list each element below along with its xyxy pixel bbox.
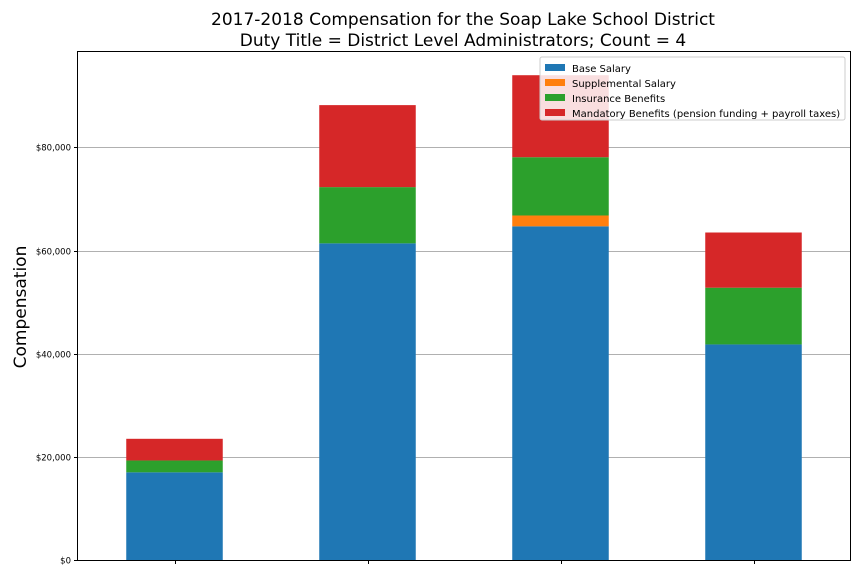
y-tick-label: $60,000 [36,248,71,258]
plot-frame [77,51,851,561]
y-tick-label: $40,000 [36,351,71,361]
bar-segment [512,215,609,227]
legend-entry: Mandatory Benefits (pension funding + pa… [572,109,840,120]
bar-segment [319,243,416,560]
chart-subtitle: Duty Title = District Level Administrato… [240,31,686,51]
bar-segment [126,472,223,560]
legend-swatch [545,109,565,116]
legend-entry: Insurance Benefits [572,94,665,105]
bar-segment [126,438,223,461]
axis-ticks: $0 $20,000 $40,000 $60,000 $80,000 [36,144,755,567]
bar-segment [512,226,609,560]
legend-swatch [545,94,565,101]
bar-segment [319,105,416,188]
bar-segment [126,460,223,473]
bar-segment [319,187,416,244]
bars [126,75,802,560]
bar-segment [512,157,609,216]
legend: Base Salary Supplemental Salary Insurance … [539,56,846,121]
legend-swatch [545,79,565,86]
bar-segment [705,232,802,288]
y-tick-label: $80,000 [36,144,71,154]
bar-segment [705,287,802,345]
legend-entry: Base Salary [572,64,631,75]
y-tick-label: $0 [60,557,71,567]
legend-box [539,56,846,121]
legend-swatch [545,64,565,71]
legend-entry: Supplemental Salary [572,79,676,90]
bar-segment [705,344,802,560]
y-tick-label: $20,000 [36,454,71,464]
chart-title: 2017-2018 Compensation for the Soap Lake… [211,10,715,30]
y-axis-label: Compensation [11,246,31,369]
